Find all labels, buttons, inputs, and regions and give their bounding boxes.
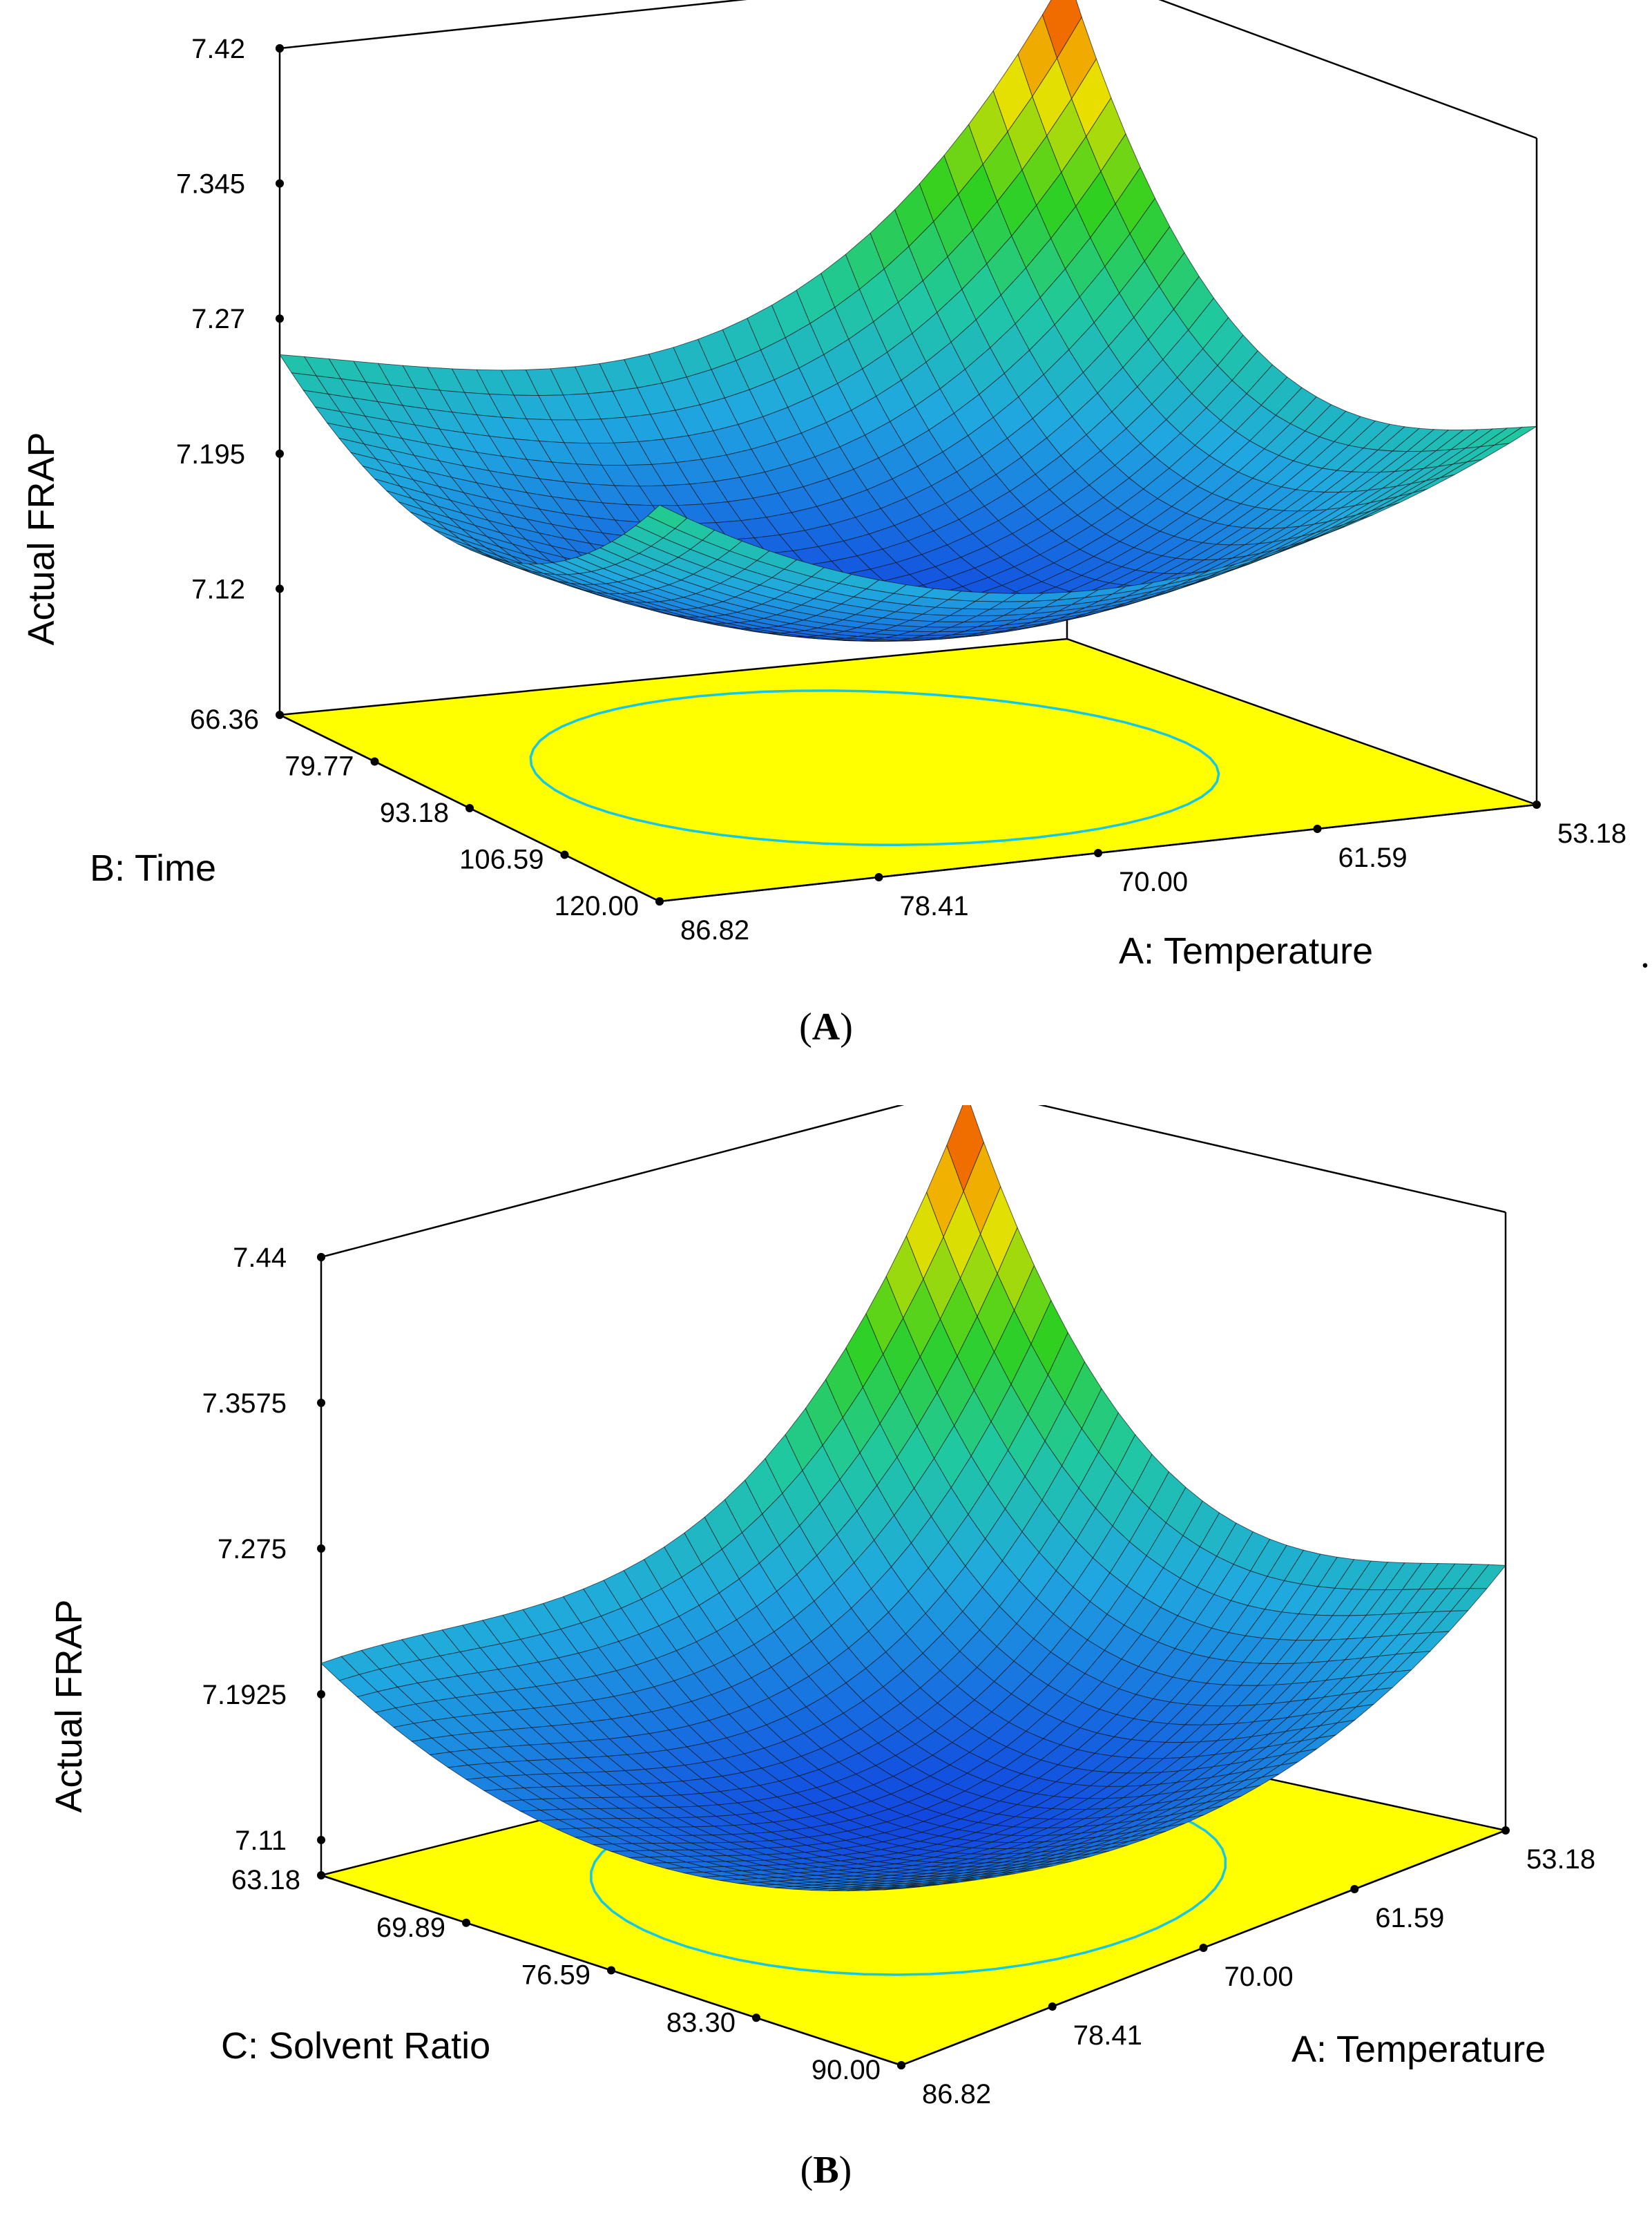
surface-b [320,1105,1506,1891]
y-tick-label: 93.18 [380,798,449,828]
frame-edge [1037,1105,1506,1214]
z-tick-label: 7.275 [218,1534,287,1564]
surface-plot-a: 7.12 7.195 7.27 7.345 7.42 66.36 79.77 93.18 106… [21,0,1650,1049]
x-tick-label: 70.00 [1224,1962,1294,1992]
caption-b: (B) [800,2149,852,2192]
x-tick-label: 86.82 [680,915,749,946]
panel-b: 7.11 7.1925 7.275 7.3575 7.44 63.18 69.89 76.59… [0,1105,1652,2240]
surface-a [279,0,1537,642]
surface-plot-b: 7.11 7.1925 7.275 7.3575 7.44 63.18 69.89 76.59… [48,1105,1595,2192]
caption-a: (A) [799,1006,853,1049]
z-tick-dot [276,584,284,593]
ticks-b: 7.11 7.1925 7.275 7.3575 7.44 63.18 69.89 76.59… [202,1243,1595,2109]
frame-edge [1158,0,1537,140]
y-tick-dot [276,711,284,719]
y-tick-label: 69.89 [376,1913,445,1943]
frame-edge [279,0,747,50]
x-tick-label: 78.41 [900,891,969,921]
z-tick-dot [276,44,284,52]
x-tick-dot [1313,825,1322,833]
caption-b-label: B [813,2149,838,2192]
y-tick-label: 76.59 [521,1960,590,1991]
z-tick-label: 7.1925 [202,1680,287,1710]
floor-contour [529,689,1220,847]
y-tick-label: 83.30 [666,2007,736,2038]
x-tick-dot [1199,1944,1208,1952]
z-tick-dot [276,314,284,323]
x-tick-label: 70.00 [1119,867,1188,897]
caption-a-label: A [812,1006,841,1049]
frame-edge [320,1105,905,1258]
y-tick-dot [317,1871,325,1879]
z-tick-label: 7.12 [191,574,245,604]
z-tick-label: 7.195 [176,439,245,470]
x-tick-dot [1533,801,1541,809]
y-tick-label: 106.59 [459,845,544,875]
x-tick-dot [655,897,664,906]
x-tick-label: 86.82 [922,2079,991,2109]
surface-cell [646,504,688,529]
x-tick-label: 53.18 [1557,819,1626,849]
z-tick-dot [317,1398,325,1407]
z-axis-title: Actual FRAP [48,1599,90,1812]
surface-cell [883,1886,921,1890]
y-axis-title: B: Time [90,848,216,889]
ticks-a: 7.12 7.195 7.27 7.345 7.42 66.36 79.77 93.18 106… [176,34,1626,946]
z-tick-label: 7.345 [176,169,245,200]
x-tick-dot [1048,2002,1057,2011]
z-tick-dot [276,449,284,458]
y-tick-dot [465,804,474,812]
x-tick-dot [1094,849,1102,857]
z-tick-dot [317,1253,325,1261]
y-tick-label: 120.00 [555,891,639,921]
panel-a: 7.12 7.195 7.27 7.345 7.42 66.36 79.77 93.18 106… [0,0,1652,1105]
x-tick-dot [1350,1885,1359,1893]
y-tick-label: 90.00 [811,2055,881,2085]
z-axis-title: Actual FRAP [21,432,62,645]
trailing-mark: . [1640,933,1650,976]
z-tick-dot [317,1835,325,1844]
y-axis-title: C: Solvent Ratio [221,2025,490,2067]
x-tick-dot [874,873,883,881]
x-axis-title: A: Temperature [1119,930,1373,972]
z-tick-dot [276,179,284,188]
x-tick-label: 53.18 [1526,1844,1595,1875]
y-tick-dot [752,2013,760,2022]
x-axis-title: A: Temperature [1291,2029,1546,2070]
y-tick-dot [370,757,379,766]
y-tick-label: 79.77 [285,752,354,782]
z-tick-dot [317,1689,325,1698]
y-tick-label: 66.36 [190,705,259,735]
z-tick-label: 7.11 [235,1826,287,1856]
z-tick-label: 7.3575 [202,1388,287,1419]
x-tick-label: 61.59 [1338,843,1408,873]
z-tick-label: 7.27 [191,304,245,334]
x-tick-dot [1501,1826,1510,1835]
y-tick-label: 63.18 [231,1865,300,1895]
z-tick-label: 7.44 [233,1243,287,1273]
z-tick-dot [317,1544,325,1553]
x-tick-label: 61.59 [1375,1903,1444,1933]
x-tick-label: 78.41 [1073,2020,1142,2051]
y-tick-dot [560,850,569,859]
x-tick-dot [897,2061,905,2069]
z-tick-label: 7.42 [191,34,245,64]
y-tick-dot [607,1966,615,1975]
y-tick-dot [462,1918,470,1927]
